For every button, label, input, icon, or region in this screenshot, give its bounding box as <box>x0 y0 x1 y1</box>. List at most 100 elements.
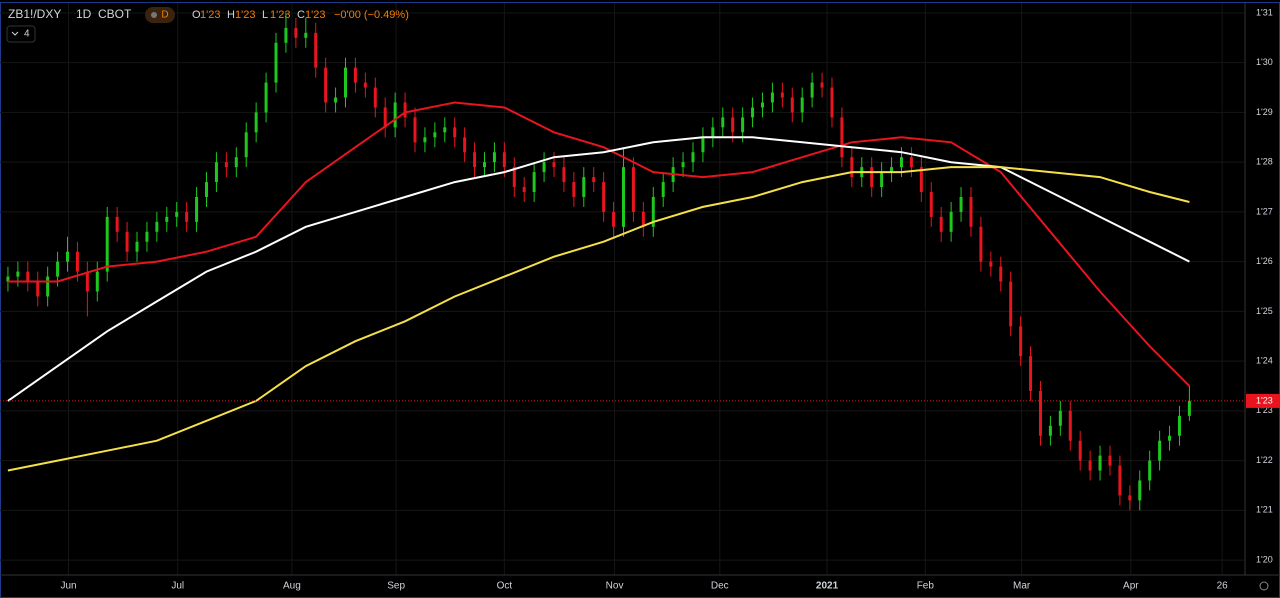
candle-body <box>75 251 79 272</box>
candle-body <box>214 162 218 183</box>
gear <box>1259 581 1269 591</box>
candle-body <box>681 162 685 168</box>
ohlc-label: O <box>192 9 201 21</box>
candle-body <box>363 82 367 88</box>
candle-body <box>453 127 457 138</box>
ohlc-value: 1'23 <box>235 9 255 21</box>
candle-body <box>989 261 993 267</box>
candle-body <box>1009 281 1013 327</box>
x-tick-label: Jun <box>60 581 76 592</box>
y-tick-label: 1'22 <box>1256 455 1273 465</box>
candle-body <box>205 182 209 197</box>
y-tick-label: 1'24 <box>1256 355 1273 365</box>
x-tick-label: 26 <box>1217 581 1229 592</box>
candle-body <box>125 231 129 252</box>
y-tick-label: 1'30 <box>1256 57 1273 67</box>
candle-body <box>1128 495 1132 501</box>
badge-dot <box>151 12 157 18</box>
candle-body <box>482 162 486 168</box>
candle-body <box>244 132 248 158</box>
candle-body <box>324 67 328 103</box>
y-tick-label: 1'29 <box>1256 107 1273 117</box>
candle-body <box>284 27 288 43</box>
candle-body <box>1078 440 1082 461</box>
candle-body <box>790 97 794 113</box>
candle-body <box>979 226 983 262</box>
candle-body <box>95 271 99 292</box>
candle-body <box>949 211 953 232</box>
candle-body <box>502 152 506 168</box>
y-tick-label: 1'27 <box>1256 206 1273 216</box>
candle-body <box>1118 465 1122 496</box>
candle-body <box>443 127 447 133</box>
ohlc-legend: O 1'23 H 1'23 L 1'23 C 1'23 −0'00 (−0.49%) <box>192 9 409 21</box>
plot <box>0 12 1245 511</box>
candle-body <box>711 127 715 138</box>
candle-body <box>254 112 258 133</box>
candle-body <box>1148 460 1152 481</box>
candle-body <box>939 216 943 232</box>
candle-body <box>1029 356 1033 391</box>
candle-body <box>135 241 139 252</box>
last-price-badge <box>1246 393 1280 408</box>
ohlc-label: L <box>262 9 268 21</box>
indicator-toggle[interactable] <box>6 25 36 43</box>
candle-body <box>85 271 89 292</box>
candle-body <box>969 196 973 227</box>
candle-body <box>899 157 903 168</box>
candle-body <box>959 196 963 212</box>
ohlc-value: 1'23 <box>200 9 220 21</box>
candle-body <box>731 117 735 133</box>
candle-body <box>1187 400 1191 416</box>
candle-body <box>542 162 546 173</box>
candle-body <box>661 182 665 197</box>
candle-body <box>344 67 348 98</box>
last-price-label: 1'23 <box>1256 395 1273 405</box>
candle-body <box>880 172 884 188</box>
candle-body <box>1177 415 1181 436</box>
candle-body <box>820 82 824 88</box>
candle-body <box>1168 435 1172 441</box>
candle-body <box>403 102 407 118</box>
candle-body <box>175 211 179 217</box>
candle-body <box>195 196 199 222</box>
ohlc-value: 1'23 <box>270 9 290 21</box>
axes: 1'31 1'30 1'29 1'28 1'27 1'26 1'25 1'24 1'23 1'22… <box>60 7 1280 592</box>
y-tick-label: 1'31 <box>1256 7 1273 17</box>
symbol[interactable]: ZB1!/DXY <box>8 7 61 21</box>
x-tick-label: Feb <box>917 581 935 592</box>
ohlc-label: H <box>227 9 235 21</box>
candle-body <box>870 167 874 188</box>
candle-body <box>105 216 109 272</box>
candle-body <box>909 157 913 168</box>
candle-body <box>810 82 814 98</box>
settings-icon[interactable] <box>1259 581 1269 591</box>
interval[interactable]: 1D <box>76 7 92 21</box>
candle-body <box>1108 455 1112 466</box>
y-tick-label: 1'23 <box>1256 405 1273 415</box>
candle-body <box>304 32 308 38</box>
y-tick-label: 1'20 <box>1256 554 1273 564</box>
candle-body <box>473 152 477 168</box>
candle-body <box>691 152 695 163</box>
candle-body <box>145 231 149 242</box>
x-tick-label: Jul <box>171 581 184 592</box>
candle-body <box>224 162 228 168</box>
candle-body <box>592 177 596 183</box>
candle-body <box>612 211 616 227</box>
candle-body <box>929 192 933 217</box>
x-tick-label: Sep <box>387 581 405 592</box>
candle-body <box>830 87 834 118</box>
candle-body <box>492 152 496 163</box>
candle-body <box>26 271 30 282</box>
candle-body <box>165 216 169 222</box>
x-tick-label: Nov <box>606 581 624 592</box>
candle-body <box>16 271 20 277</box>
exchange: CBOT <box>98 7 132 21</box>
candle-body <box>701 137 705 153</box>
candle-body <box>1058 410 1062 426</box>
candle-body <box>562 167 566 183</box>
indicator-count: 4 <box>24 29 30 40</box>
